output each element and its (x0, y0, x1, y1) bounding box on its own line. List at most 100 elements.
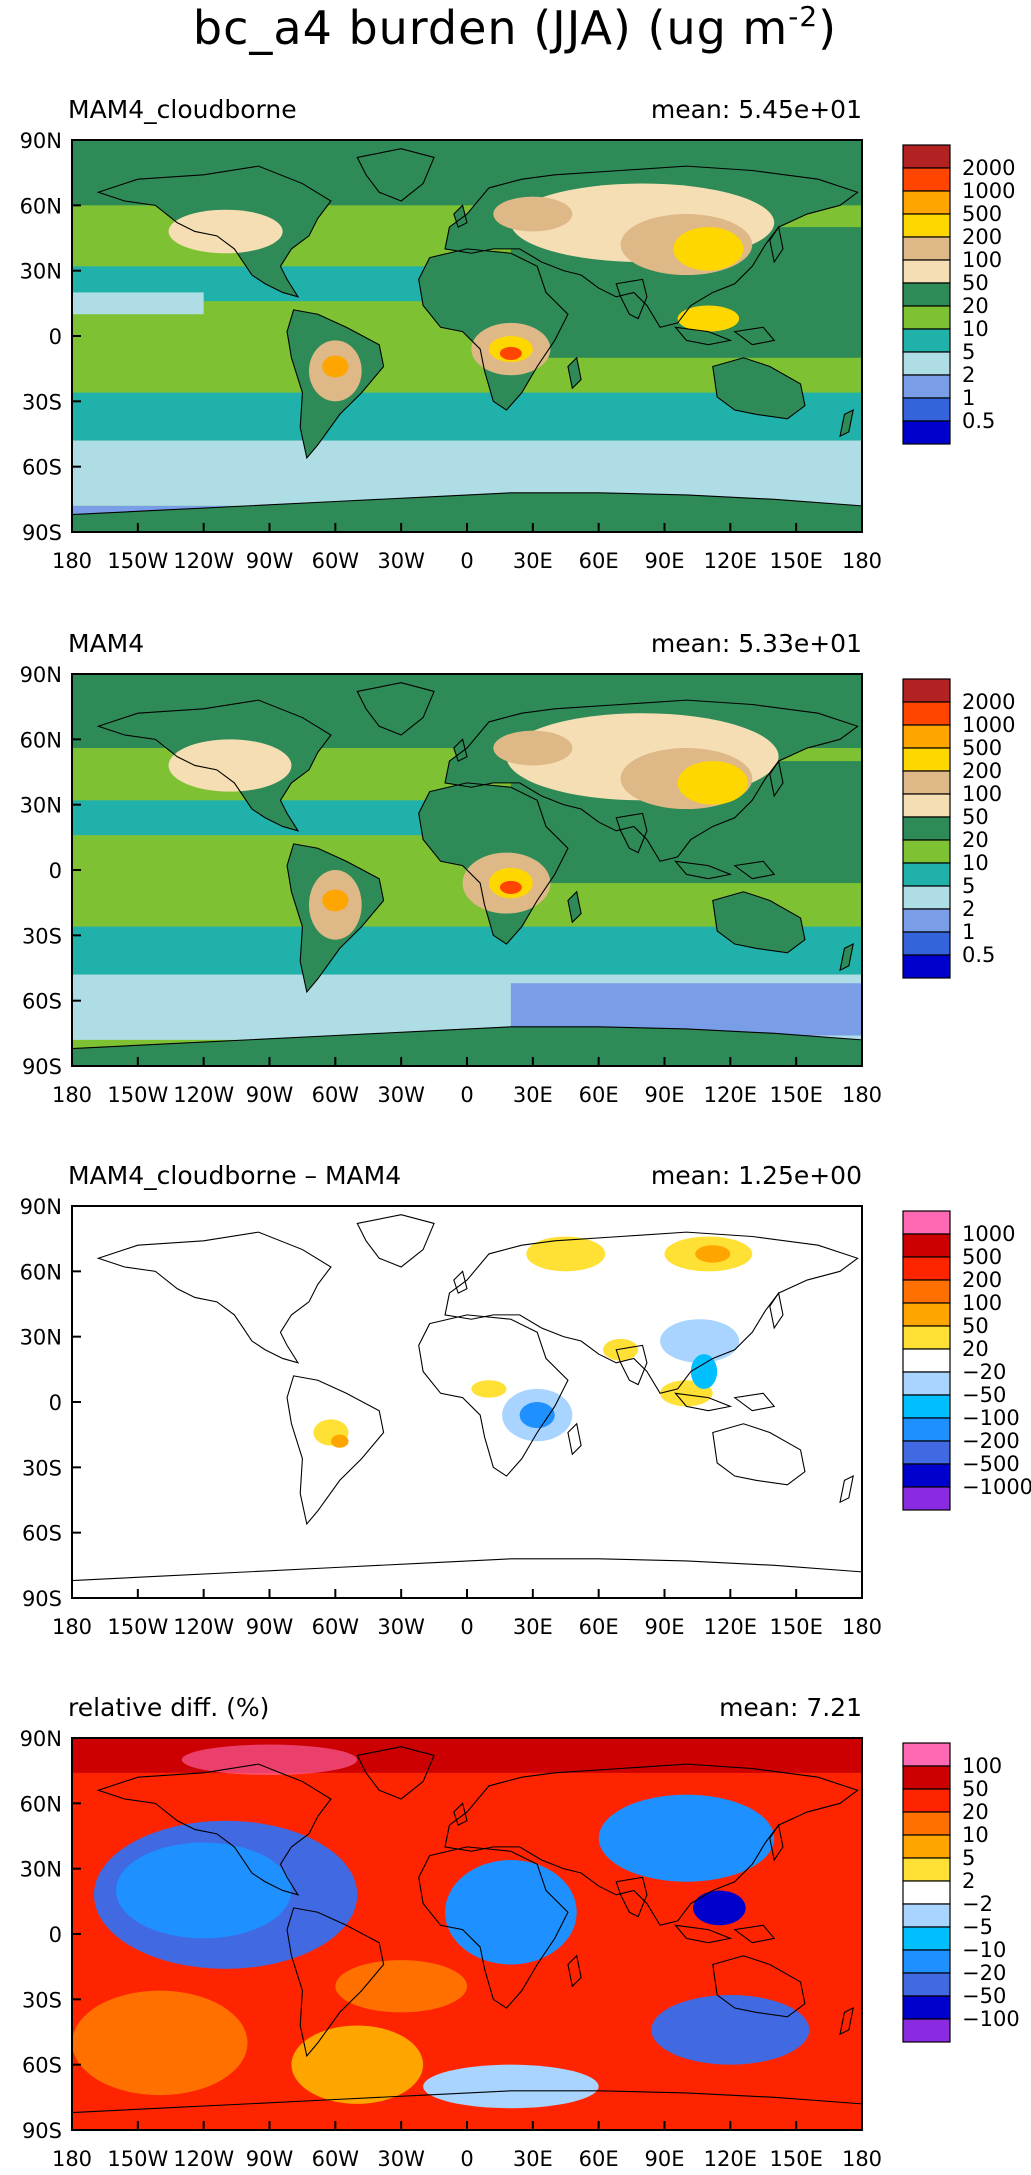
lon-tick-label: 150W (107, 2147, 168, 2171)
lat-tick-label: 30N (20, 1326, 62, 1350)
colorbar-swatch (902, 793, 951, 818)
lon-tick-label: 30W (377, 1083, 425, 1107)
lat-tick-label: 30S (22, 924, 62, 948)
lat-tick-label: 30N (20, 260, 62, 284)
panel-diff: MAM4_cloudborne – MAM4 mean: 1.25e+00 (20, 1161, 1031, 1639)
colorbar-swatch (902, 1903, 951, 1928)
lat-tick-label: 0 (49, 1391, 62, 1415)
colorbar-label: −5 (962, 1915, 993, 1939)
colorbar-label: −10 (962, 1938, 1006, 1962)
lon-tick-label: 120W (173, 2147, 234, 2171)
colorbar-swatch (902, 678, 951, 703)
lon-tick-label: 150E (769, 1083, 822, 1107)
colorbar-label: 5 (962, 1846, 975, 1870)
lon-tick-label: 150E (769, 2147, 822, 2171)
lat-tick-label: 60N (20, 194, 62, 218)
lon-labels: 180 150W 120W 90W 60W 30W 0 30E 60E 90E 120E 150E 18… (52, 1057, 882, 1107)
colorbar-swatch (902, 236, 951, 261)
colorbar-swatch (902, 1765, 951, 1790)
lat-tick-label: 90N (20, 663, 62, 687)
lon-tick-label: 180 (52, 2147, 92, 2171)
lon-tick-label: 180 (52, 1083, 92, 1107)
colorbar-label: 500 (962, 1245, 1002, 1269)
colorbar-swatch (902, 1486, 951, 1511)
colorbar-label: 100 (962, 782, 1002, 806)
lat-labels: 90N 60N 30N 0 30S 60S 90S (20, 1727, 81, 2143)
colorbar-swatch (902, 1788, 951, 1813)
lat-tick-label: 60S (22, 456, 62, 480)
colorbar-swatch (902, 1972, 951, 1997)
colorbar-swatch (902, 1440, 951, 1465)
colorbar-swatch (902, 1834, 951, 1859)
figure-title: bc_a4 burden (JJA) (ug m-2) (193, 0, 837, 55)
colorbar-label: 10 (962, 1823, 989, 1847)
colorbar-label: 100 (962, 1754, 1002, 1778)
colorbar-label: 2000 (962, 156, 1015, 180)
lon-tick-label: 30W (377, 549, 425, 573)
colorbar-label: 20 (962, 828, 989, 852)
colorbar-label: −2 (962, 1892, 993, 1916)
lon-tick-label: 180 (52, 549, 92, 573)
lon-tick-label: 0 (460, 1615, 473, 1639)
panel-mean: mean: 1.25e+00 (651, 1161, 862, 1190)
colorbar-label: −200 (962, 1429, 1020, 1453)
colorbar-label: 50 (962, 271, 989, 295)
colorbar-label: 500 (962, 202, 1002, 226)
lon-tick-label: 0 (460, 2147, 473, 2171)
colorbar-swatch (902, 931, 951, 956)
colorbar-swatch (902, 1742, 951, 1767)
colorbar-swatch (902, 724, 951, 749)
colorbar-swatch (902, 1463, 951, 1488)
lon-tick-label: 60E (579, 2147, 619, 2171)
colorbar-label: 2 (962, 1869, 975, 1893)
lon-tick-label: 120W (173, 549, 234, 573)
colorbar-swatch (902, 1417, 951, 1442)
colorbar-swatch (902, 1256, 951, 1281)
colorbar-swatch (902, 305, 951, 330)
lat-tick-label: 90N (20, 1195, 62, 1219)
lat-tick-label: 30S (22, 1988, 62, 2012)
lon-labels: 180 150W 120W 90W 60W 30W 0 30E 60E 90E 120E 150E 18… (52, 523, 882, 573)
colorbar-swatch (902, 420, 951, 445)
colorbar-swatch (902, 328, 951, 353)
colorbar-label: −1000 (962, 1475, 1031, 1499)
lon-tick-label: 150W (107, 549, 168, 573)
lon-labels: 180 150W 120W 90W 60W 30W 0 30E 60E 90E 120E 150E 18… (52, 2121, 882, 2171)
colorbar-swatch (902, 954, 951, 979)
colorbar-label: −20 (962, 1360, 1006, 1384)
lon-tick-label: 150W (107, 1615, 168, 1639)
lat-tick-label: 60N (20, 1260, 62, 1284)
lon-tick-label: 60E (579, 1615, 619, 1639)
panel-label: MAM4 (68, 629, 144, 658)
colorbar-swatch (902, 816, 951, 841)
colorbar-swatch (902, 701, 951, 726)
lon-tick-label: 30E (513, 1083, 553, 1107)
lon-tick-label: 0 (460, 1083, 473, 1107)
colorbar-label: 2000 (962, 690, 1015, 714)
lon-tick-label: 120E (704, 1083, 757, 1107)
lat-tick-label: 90S (22, 2119, 62, 2143)
colorbar-swatch (902, 1210, 951, 1235)
colorbar-label: 50 (962, 805, 989, 829)
colorbar-label: 100 (962, 1291, 1002, 1315)
colorbar-swatch (902, 397, 951, 422)
lon-tick-label: 120E (704, 549, 757, 573)
panel-mean: mean: 5.45e+01 (651, 95, 862, 124)
lat-tick-label: 90N (20, 129, 62, 153)
colorbar-swatch (902, 1949, 951, 1974)
colorbar-swatch (902, 839, 951, 864)
colorbar-swatch (902, 1926, 951, 1951)
lat-labels: 90N 60N 30N 0 30S 60S 90S (20, 663, 81, 1079)
colorbar-label: 0.5 (962, 409, 995, 433)
lat-tick-label: 90N (20, 1727, 62, 1751)
colorbar-label: 100 (962, 248, 1002, 272)
lat-labels: 90N 60N 30N 0 30S 60S 90S (20, 1195, 81, 1611)
colorbar-label: 50 (962, 1777, 989, 1801)
lat-tick-label: 30N (20, 1858, 62, 1882)
lat-tick-label: 30S (22, 1456, 62, 1480)
lon-tick-label: 30W (377, 2147, 425, 2171)
